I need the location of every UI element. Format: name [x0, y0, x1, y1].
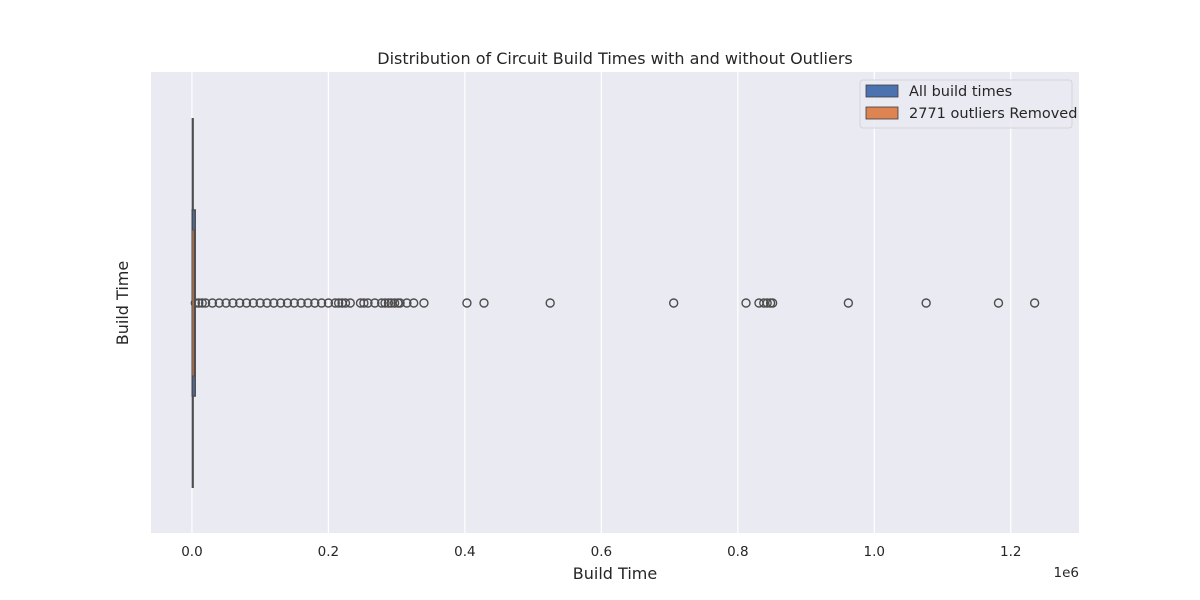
- outlier-point: [269, 298, 279, 308]
- legend: All build times 2771 outliers Removed: [859, 79, 1077, 129]
- outlier-point: [241, 298, 252, 308]
- outlier-point: [316, 298, 327, 308]
- outlier-point: [389, 298, 400, 308]
- outlier-point: [479, 298, 489, 308]
- legend-swatch-outliers-removed: [865, 106, 899, 120]
- outlier-point: [383, 298, 394, 308]
- outlier-point: [333, 298, 344, 308]
- outlier-point: [402, 298, 412, 308]
- x-axis-offset-label: 1e6: [1054, 565, 1079, 581]
- y-axis-label: Build Time: [113, 261, 132, 345]
- outlier-point: [1029, 298, 1040, 308]
- x-tick-label: 1.2: [1000, 544, 1021, 560]
- outlier-point: [340, 298, 351, 308]
- outlier-point: [197, 298, 207, 308]
- series-outliers-removed: [191, 210, 195, 396]
- outlier-point: [275, 298, 286, 308]
- legend-swatch-all-build-times: [865, 84, 899, 98]
- outlier-point: [359, 298, 369, 308]
- outlier-point: [289, 298, 299, 308]
- outlier-point: [921, 298, 931, 308]
- x-tick-label: 1.0: [864, 544, 885, 560]
- outlier-point: [419, 298, 429, 308]
- outlier-point: [376, 298, 387, 308]
- outlier-point: [200, 298, 211, 308]
- outlier-point: [843, 298, 854, 308]
- outlier-point: [395, 298, 405, 308]
- outlier-point: [386, 298, 396, 308]
- legend-label-outliers-removed: 2771 outliers Removed: [909, 106, 1077, 122]
- x-tick-label: 0.4: [454, 544, 475, 560]
- x-tick-label: 0.6: [591, 544, 612, 560]
- outlier-point: [370, 298, 380, 308]
- outlier-point: [409, 298, 419, 308]
- x-axis-ticks: 0.0 0.2 0.4 0.6 0.8 1.0 1.2: [181, 544, 1021, 560]
- outlier-point: [214, 298, 224, 308]
- x-tick-label: 0.2: [318, 544, 339, 560]
- x-tick-label: 0.8: [727, 544, 748, 560]
- outlier-point: [323, 298, 334, 308]
- outlier-point: [462, 298, 472, 308]
- outlier-point: [282, 298, 293, 308]
- outlier-point: [741, 298, 751, 308]
- outlier-point: [303, 298, 313, 308]
- outlier-point: [228, 298, 238, 308]
- outlier-point: [255, 298, 265, 308]
- outlier-point: [762, 298, 772, 308]
- outlier-point: [380, 298, 390, 308]
- outlier-point: [668, 298, 679, 308]
- outlier-point: [993, 298, 1004, 308]
- outlier-point: [363, 298, 373, 308]
- outlier-point: [759, 298, 769, 308]
- box-plot-series: [190, 118, 1040, 488]
- outlier-point: [262, 298, 272, 308]
- outlier-point: [310, 298, 320, 308]
- outlier-point: [330, 298, 340, 308]
- outlier-point: [545, 298, 555, 308]
- box-iqr: [191, 229, 195, 377]
- outlier-point: [194, 298, 204, 308]
- chart-title: Distribution of Circuit Build Times with…: [377, 49, 852, 68]
- outlier-point: [235, 298, 245, 308]
- outlier-point: [221, 298, 231, 308]
- outlier-point: [345, 298, 355, 308]
- legend-label-all-build-times: All build times: [909, 84, 1012, 100]
- outlier-point: [296, 298, 306, 308]
- outlier-point: [190, 298, 201, 308]
- outlier-point: [207, 298, 218, 308]
- legend-frame: [859, 79, 1073, 129]
- x-tick-label: 0.0: [181, 544, 202, 560]
- outlier-point: [767, 298, 778, 308]
- outlier-point: [248, 298, 259, 308]
- x-axis-label: Build Time: [573, 564, 657, 583]
